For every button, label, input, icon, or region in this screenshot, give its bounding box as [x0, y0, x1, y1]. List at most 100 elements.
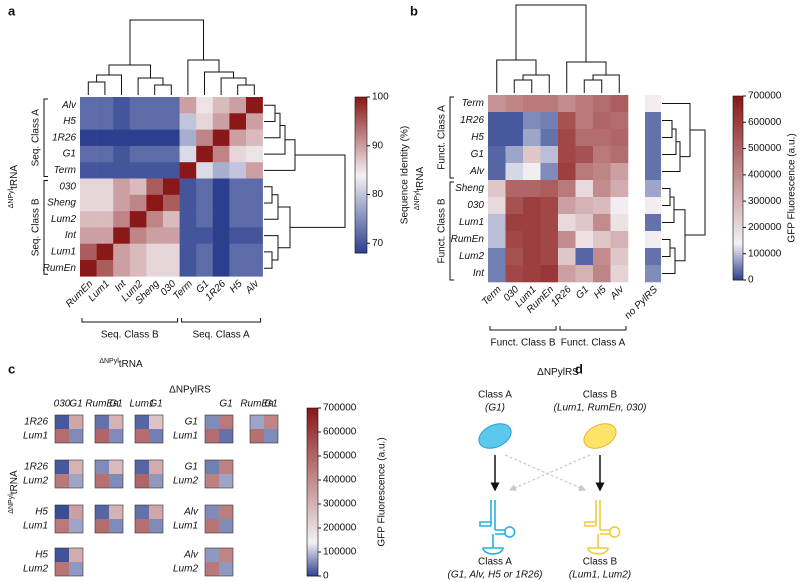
colorbar-slice [733, 155, 743, 159]
heatmap-cell [523, 231, 541, 249]
colorbar-slice [733, 227, 743, 230]
colorbar-slice [355, 223, 367, 227]
trna-b [584, 500, 621, 555]
colorbar-slice [355, 110, 367, 113]
heatmap-cell [109, 415, 123, 429]
colorbar-slice [355, 112, 367, 115]
heatmap-cell [229, 260, 247, 277]
colorbar-slice [355, 231, 367, 234]
colorbar-slice [355, 241, 367, 244]
y-axis-label: ΔNPyltRNA [8, 165, 20, 209]
heatmap-cell [523, 95, 541, 113]
colorbar-slice [733, 144, 743, 147]
y-axis-label: ΔNPyltRNA [414, 166, 426, 210]
heatmap-cell [523, 265, 541, 283]
colorbar-slice [355, 221, 367, 225]
heatmap-cell [219, 505, 233, 519]
heatmap-cell [55, 519, 69, 533]
colorbar-slice [733, 151, 743, 154]
colorbar-slice [307, 555, 318, 558]
heatmap-cell [69, 505, 83, 519]
colorbar-slice [733, 109, 743, 113]
heatmap-cell [163, 211, 180, 228]
colorbar-slice [355, 120, 367, 123]
heatmap-cell [80, 211, 97, 228]
heatmap-cell [212, 243, 230, 261]
heatmap-cell [113, 178, 131, 196]
heatmap-cell [55, 415, 69, 429]
colorbar-tick-label: 100000 [748, 248, 782, 259]
control-cell [645, 248, 661, 266]
grid-frame [54, 547, 84, 577]
heatmap-cell [219, 415, 233, 429]
heatmap-cell [146, 145, 164, 163]
heatmap-cell [610, 265, 629, 283]
enzyme-b [583, 423, 617, 449]
heatmap-cell [55, 474, 69, 488]
heatmap-cell [593, 231, 611, 249]
colorbar-tick-label: 200000 [748, 222, 782, 233]
panel-label: a [8, 3, 16, 18]
heatmap-cell [129, 194, 147, 212]
heatmap-cell [129, 97, 147, 114]
colorbar-slice [733, 194, 743, 198]
colorbar-tick-label: 200000 [323, 523, 357, 534]
label-main: tRNA [415, 166, 426, 190]
heatmap-cell [505, 265, 524, 283]
heatmap-cell [488, 112, 506, 130]
colorbar-slice [307, 410, 318, 413]
colorbar-slice [307, 552, 318, 556]
heatmap-cell [264, 429, 278, 443]
colorbar-slice [733, 96, 743, 99]
colorbar-slice [733, 261, 743, 265]
colorbar-slice [307, 506, 318, 510]
heatmap-cell [540, 197, 559, 215]
grid-frame [134, 459, 164, 489]
grid-frame [54, 414, 84, 444]
heatmap-cell [80, 194, 97, 212]
colorbar-slice [733, 247, 743, 251]
heatmap-cell [196, 194, 214, 212]
heatmap-cell [558, 265, 576, 283]
label-main: tRNA [9, 470, 20, 494]
colorbar-slice [307, 450, 318, 453]
heatmap-cell [219, 460, 233, 474]
colorbar-slice [355, 163, 367, 166]
heatmap-cell [575, 197, 594, 215]
colorbar-slice [733, 105, 743, 108]
colorbar-slice [355, 188, 367, 191]
heatmap-cell [113, 243, 131, 261]
heatmap-cell [505, 214, 524, 232]
heatmap-cell [96, 194, 114, 212]
heatmap-cell [540, 95, 559, 113]
heatmap-cell [146, 178, 164, 196]
colorbar-slice [355, 169, 367, 172]
colorbar-slice [733, 125, 743, 129]
heatmap-cell [575, 129, 594, 147]
control-cell [645, 214, 661, 232]
label-sup: ΔNPyl [414, 190, 421, 210]
colorbar-slice [733, 201, 743, 205]
heatmap-cell [146, 243, 164, 261]
heatmap-cell [523, 248, 541, 266]
heatmap-cell [558, 146, 576, 164]
heatmap-cell [558, 163, 576, 181]
column-label: G1 [574, 284, 591, 301]
row-label: 1R26 [24, 417, 48, 428]
heatmap-cell [69, 548, 83, 562]
colorbar-slice [733, 100, 743, 104]
colorbar-slice [733, 190, 743, 193]
heatmap-cell [246, 243, 263, 261]
colorbar-slice [307, 458, 318, 461]
row-label: Term [462, 98, 484, 109]
heatmap-cell [540, 163, 559, 181]
heatmap-cell [610, 180, 629, 198]
colorbar-tick-label: 700000 [748, 91, 782, 102]
colorbar-slice [355, 116, 367, 119]
control-cell [645, 163, 661, 181]
colorbar-slice [307, 414, 318, 417]
heatmap-cell [212, 129, 230, 147]
colorbar-slice [355, 243, 367, 246]
heatmap-cell [205, 519, 219, 533]
heatmap-cell [610, 129, 629, 147]
